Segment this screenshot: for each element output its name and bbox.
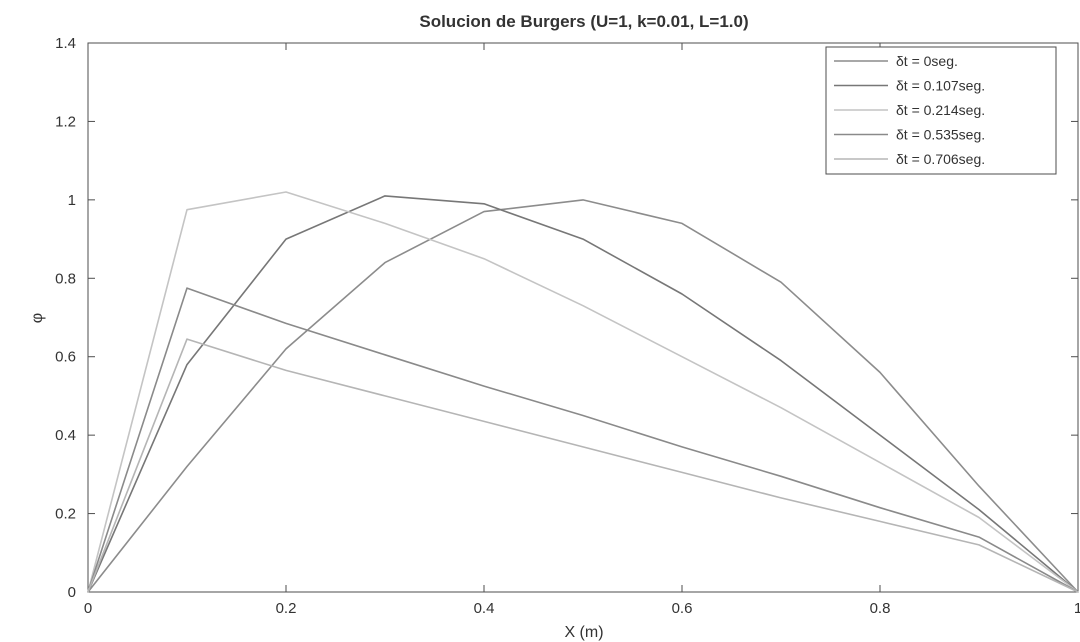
y-axis-ticks: 0 0.2 0.4 0.6 0.8 1 1.2 1.4 bbox=[55, 35, 1078, 601]
chart-title: Solucion de Burgers (U=1, k=0.01, L=1.0) bbox=[419, 12, 748, 31]
legend-entry-label: δt = 0seg. bbox=[896, 53, 958, 69]
legend-entry-label: δt = 0.107seg. bbox=[896, 78, 985, 94]
x-axis-label: X (m) bbox=[564, 624, 603, 641]
legend-entry-label: δt = 0.214seg. bbox=[896, 102, 985, 118]
x-tick-label: 0.6 bbox=[672, 600, 693, 617]
x-tick-label: 0.4 bbox=[474, 600, 495, 617]
legend-entry-label: δt = 0.706seg. bbox=[896, 151, 985, 167]
series-lines bbox=[87, 191, 1079, 593]
y-tick-label: 0.8 bbox=[55, 270, 76, 287]
x-tick-label: 0 bbox=[84, 600, 92, 617]
y-tick-label: 1.4 bbox=[55, 35, 76, 52]
x-tick-label: 0.2 bbox=[276, 600, 297, 617]
y-tick-label: 0 bbox=[68, 584, 76, 601]
series-line-2 bbox=[87, 195, 1079, 593]
y-tick-label: 1 bbox=[68, 192, 76, 209]
legend: δt = 0seg. δt = 0.107seg. δt = 0.214seg. δt… bbox=[825, 46, 1057, 175]
y-tick-label: 0.4 bbox=[55, 427, 76, 444]
series-line-1 bbox=[87, 199, 1079, 593]
legend-entry-label: δt = 0.535seg. bbox=[896, 127, 985, 143]
series-line-3 bbox=[87, 191, 1079, 593]
x-tick-label: 0.8 bbox=[870, 600, 891, 617]
y-tick-label: 0.2 bbox=[55, 506, 76, 523]
x-tick-label: 1 bbox=[1074, 600, 1080, 617]
series-line-4 bbox=[87, 287, 1079, 593]
x-axis-ticks: 0 0.2 0.4 0.6 0.8 1 bbox=[84, 43, 1080, 617]
y-tick-label: 1.2 bbox=[55, 113, 76, 130]
series-line-5 bbox=[87, 338, 1079, 593]
y-tick-label: 0.6 bbox=[55, 349, 76, 366]
y-axis-label: φ bbox=[29, 313, 46, 323]
